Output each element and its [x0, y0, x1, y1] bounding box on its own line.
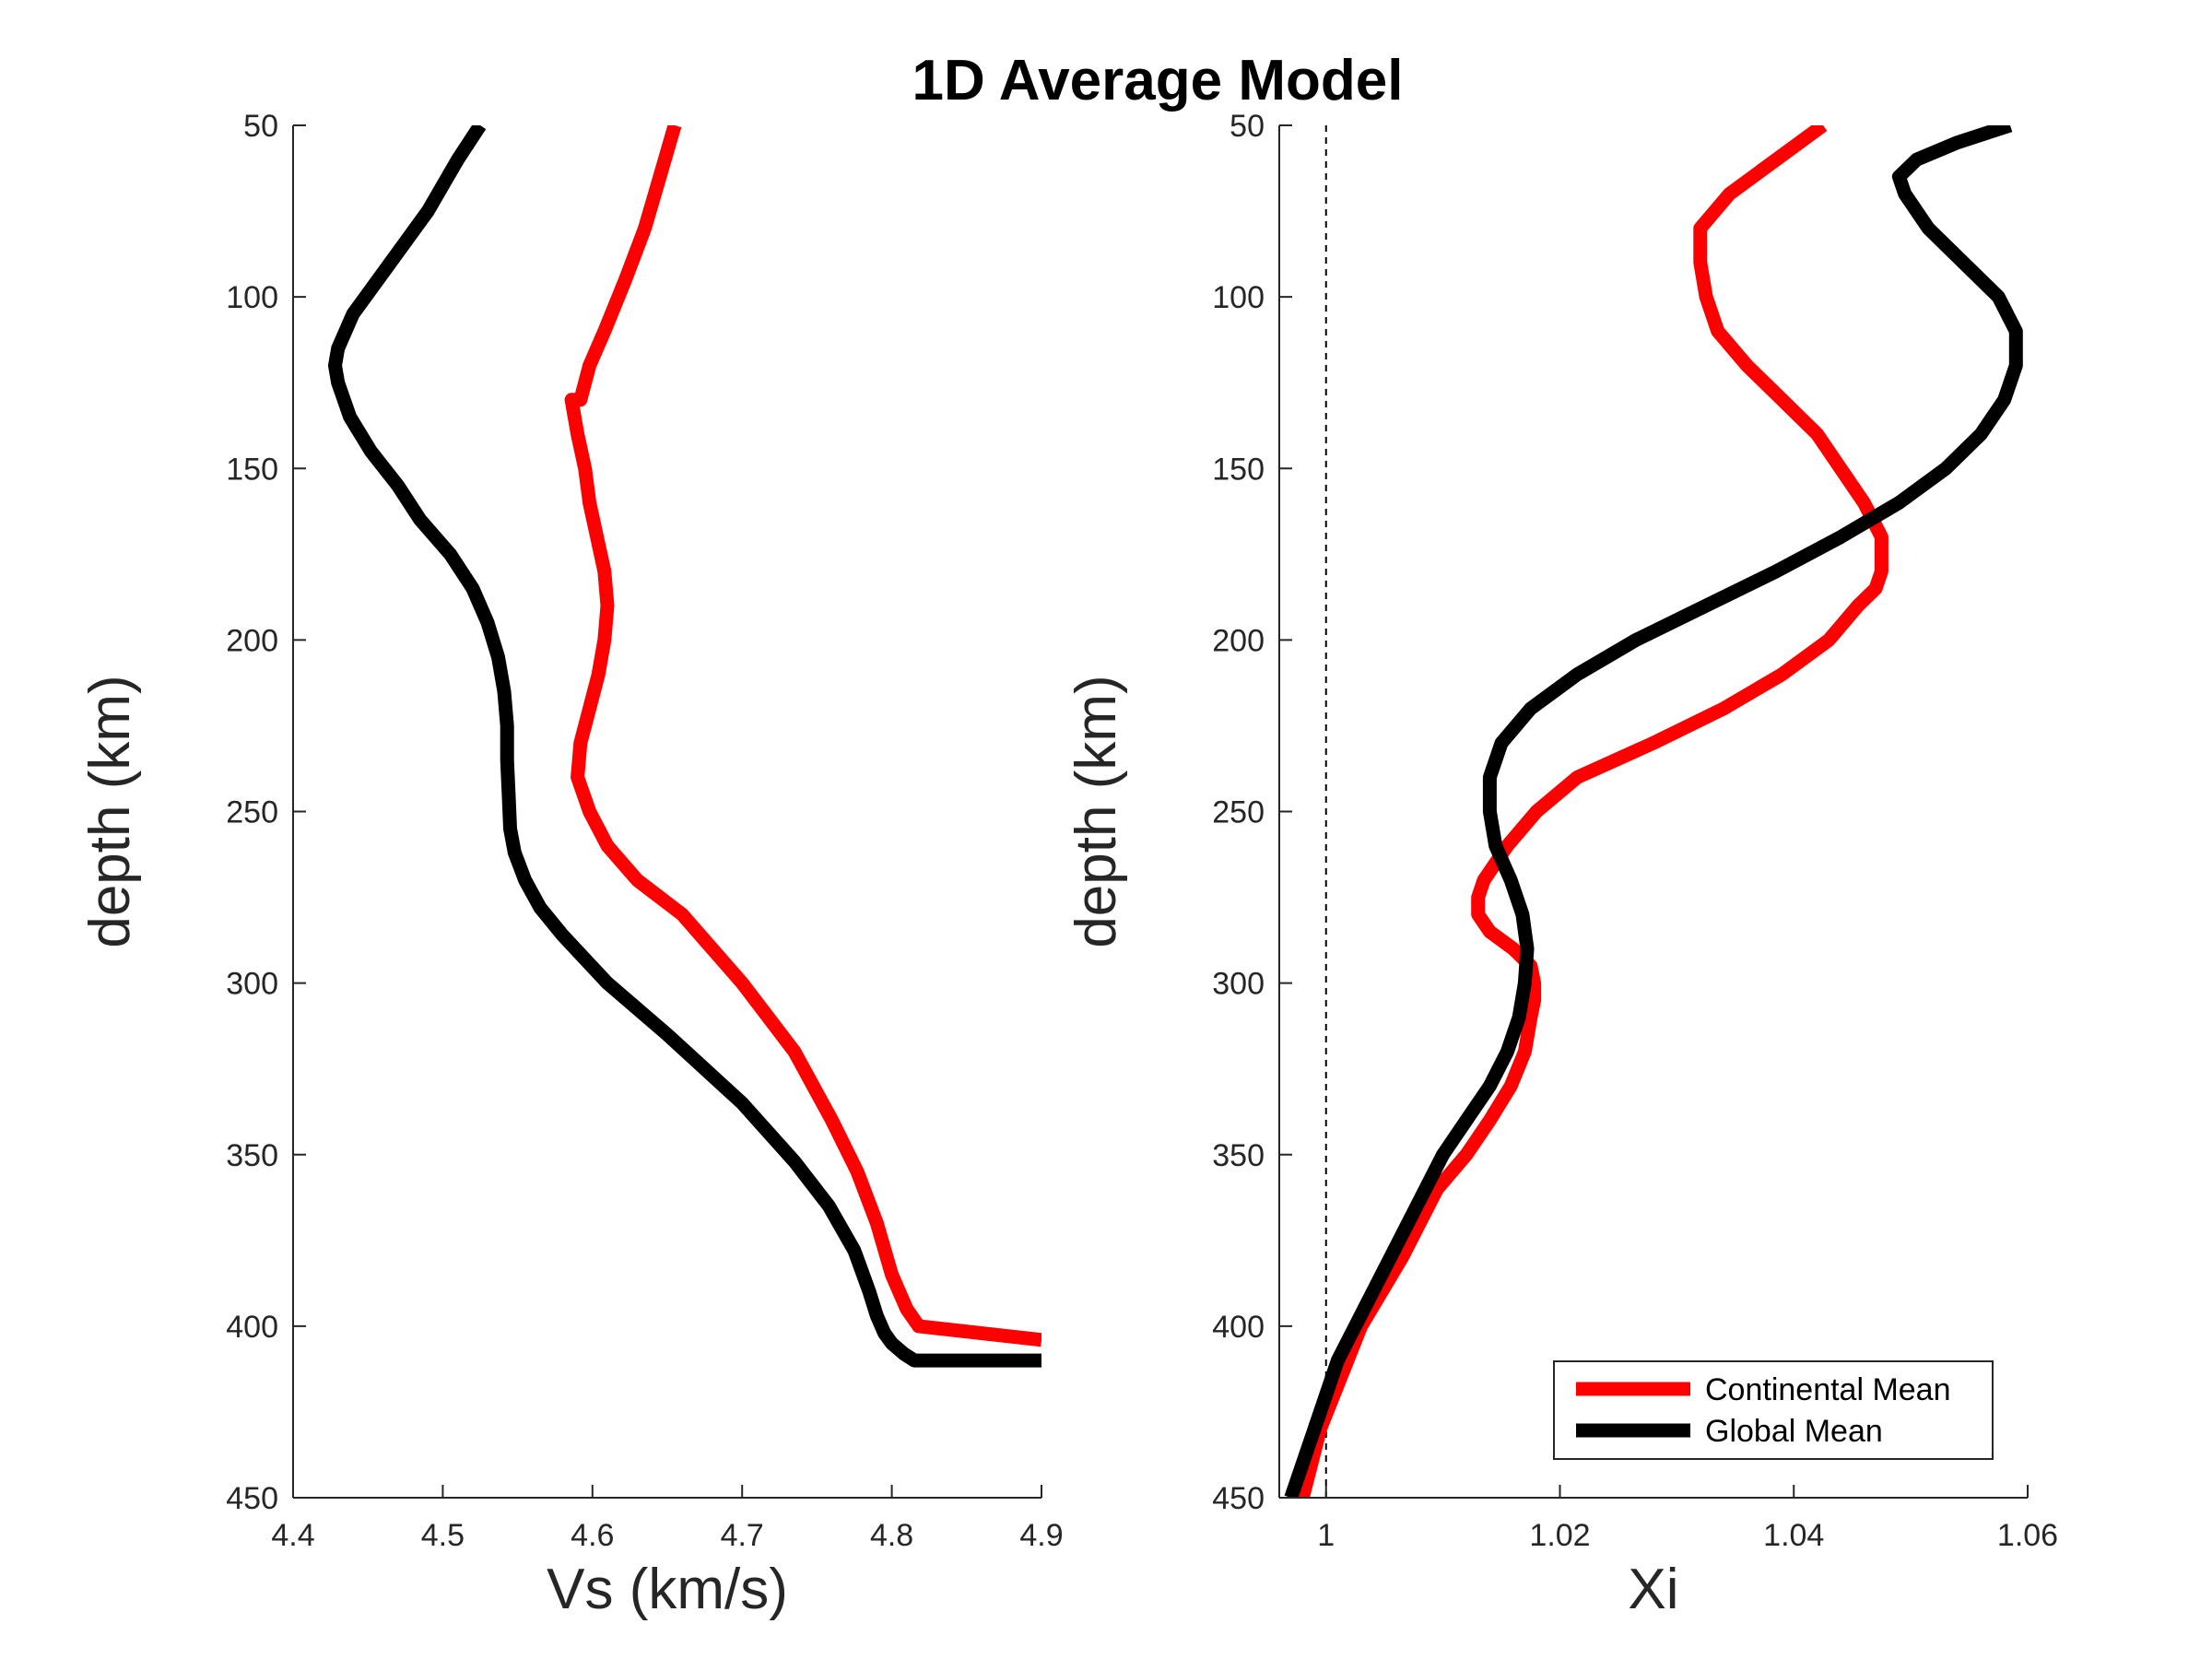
xi-y-tick-label: 50	[1230, 109, 1265, 144]
figure-title: 1D Average Model	[912, 49, 1404, 112]
legend: Continental Mean Global Mean	[1553, 1360, 1994, 1460]
vs-y-tick-label: 400	[226, 1310, 278, 1345]
xi-x-tick-label: 1.04	[1763, 1518, 1824, 1553]
xi-y-tick-label: 150	[1212, 452, 1265, 487]
xi-y-tick-label: 350	[1212, 1138, 1265, 1173]
vs-y-tick-label: 50	[243, 109, 278, 144]
vs-y-tick-label: 100	[226, 280, 278, 315]
vs-y-tick-label: 250	[226, 795, 278, 830]
legend-box	[1553, 1360, 1994, 1460]
vs-y-tick-label: 450	[226, 1481, 278, 1516]
vs-x-tick-label: 4.7	[721, 1518, 764, 1553]
xi-y-tick-label: 100	[1212, 280, 1265, 315]
vs-y-tick-label: 300	[226, 967, 278, 1002]
xi-y-axis-label: depth (km)	[1065, 675, 1128, 947]
vs-y-axis-label: depth (km)	[78, 675, 142, 947]
xi-series-global-line	[1284, 125, 2023, 1498]
vs-series-continental-line	[564, 125, 1041, 1347]
xi-y-tick-label: 300	[1212, 967, 1265, 1002]
vs-x-tick-label: 4.8	[870, 1518, 913, 1553]
xi-y-tick-label: 200	[1212, 623, 1265, 658]
xi-x-axis-label: Xi	[1628, 1558, 1678, 1621]
xi-series-continental-line	[1296, 125, 1888, 1498]
vs-x-tick-label: 4.9	[1019, 1518, 1063, 1553]
xi-y-tick-label: 450	[1212, 1481, 1265, 1516]
xi-x-tick-label: 1	[1317, 1518, 1335, 1553]
xi-x-tick-label: 1.06	[1997, 1518, 2058, 1553]
vs-x-tick-label: 4.4	[271, 1518, 314, 1553]
xi-y-tick-label: 400	[1212, 1310, 1265, 1345]
vs-y-tick-label: 150	[226, 452, 278, 487]
vs-x-axis-label: Vs (km/s)	[547, 1558, 788, 1621]
vs-series-global-line	[328, 125, 1041, 1368]
vs-y-tick-label: 200	[226, 623, 278, 658]
xi-x-tick-label: 1.02	[1529, 1518, 1590, 1553]
vs-x-tick-label: 4.6	[571, 1518, 614, 1553]
vs-y-tick-label: 350	[226, 1138, 278, 1173]
xi-y-tick-label: 250	[1212, 795, 1265, 830]
xi-panel: 50 100 150 200 250 300 350 400 450 1 1.02 1.04 1.06 X…	[1065, 109, 2058, 1621]
vs-x-tick-label: 4.5	[421, 1518, 465, 1553]
legend-label-global: Global Mean	[1705, 1414, 1883, 1449]
legend-label-continental: Continental Mean	[1705, 1372, 1951, 1407]
